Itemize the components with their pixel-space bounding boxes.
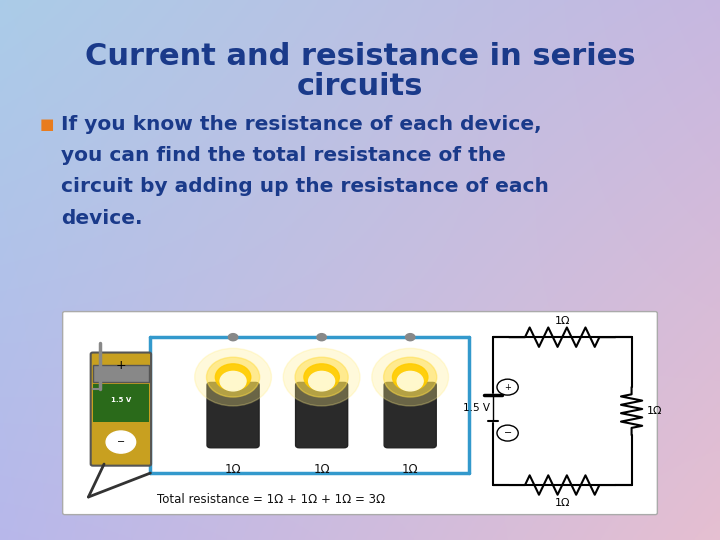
Circle shape — [317, 334, 326, 341]
Circle shape — [309, 372, 335, 391]
Circle shape — [207, 357, 260, 397]
Text: circuits: circuits — [297, 72, 423, 101]
Text: 1Ω: 1Ω — [554, 316, 570, 326]
Text: −: − — [117, 437, 125, 447]
Circle shape — [194, 348, 271, 406]
Text: 1.5 V: 1.5 V — [463, 403, 490, 413]
Circle shape — [220, 372, 246, 391]
Circle shape — [372, 348, 449, 406]
Text: ■: ■ — [40, 117, 54, 132]
FancyBboxPatch shape — [63, 312, 657, 515]
Circle shape — [392, 364, 428, 390]
Text: circuit by adding up the resistance of each: circuit by adding up the resistance of e… — [61, 177, 549, 197]
FancyBboxPatch shape — [296, 382, 348, 448]
Text: If you know the resistance of each device,: If you know the resistance of each devic… — [61, 114, 542, 134]
FancyBboxPatch shape — [207, 382, 259, 448]
Text: 1.5 V: 1.5 V — [111, 397, 131, 403]
FancyBboxPatch shape — [384, 382, 436, 448]
Text: +: + — [504, 383, 511, 391]
Circle shape — [295, 357, 348, 397]
Circle shape — [283, 348, 360, 406]
Circle shape — [397, 372, 423, 391]
Text: 1Ω: 1Ω — [554, 498, 570, 508]
FancyBboxPatch shape — [91, 353, 151, 465]
Text: 1Ω: 1Ω — [402, 463, 418, 476]
Circle shape — [215, 364, 251, 390]
Circle shape — [384, 357, 437, 397]
Text: Current and resistance in series: Current and resistance in series — [85, 42, 635, 71]
FancyBboxPatch shape — [93, 384, 149, 422]
Circle shape — [106, 431, 135, 453]
Circle shape — [405, 334, 415, 341]
Circle shape — [228, 334, 238, 341]
Text: 1Ω: 1Ω — [313, 463, 330, 476]
Text: 1Ω: 1Ω — [225, 463, 241, 476]
FancyBboxPatch shape — [93, 365, 149, 382]
Circle shape — [304, 364, 339, 390]
Text: +: + — [116, 359, 126, 372]
Text: device.: device. — [61, 208, 143, 228]
Text: you can find the total resistance of the: you can find the total resistance of the — [61, 146, 506, 165]
Text: −: − — [503, 428, 512, 438]
Text: 1Ω: 1Ω — [647, 406, 662, 416]
Text: Total resistance = 1Ω + 1Ω + 1Ω = 3Ω: Total resistance = 1Ω + 1Ω + 1Ω = 3Ω — [158, 492, 385, 505]
